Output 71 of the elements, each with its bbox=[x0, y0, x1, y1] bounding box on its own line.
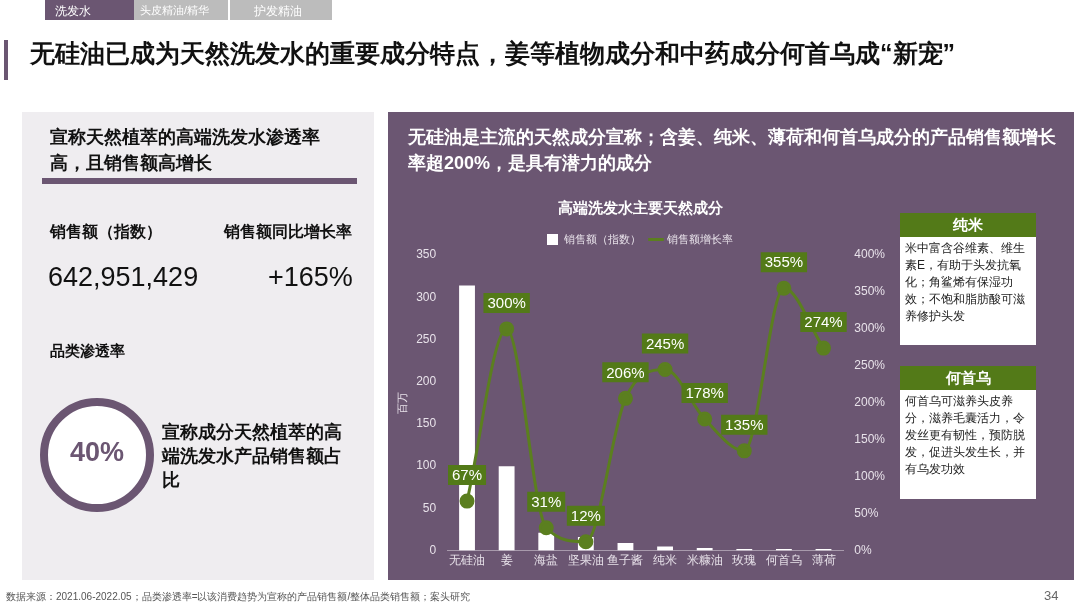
y-tick-label: 100 bbox=[416, 458, 437, 473]
y-tick-label: 150 bbox=[416, 416, 437, 431]
text: 护发精油 bbox=[230, 0, 332, 20]
text: 宣称成分天然植萃的高端洗发水产品销售额占比 bbox=[162, 421, 343, 492]
text: 何首乌 bbox=[900, 366, 1036, 390]
point bbox=[816, 340, 831, 356]
point bbox=[736, 443, 752, 459]
source-note: 数据来源：2021.06-2022.05；品类渗透率=以该消费趋势为宣称的产品销售额/整体品类销售额；案头研究 bbox=[6, 590, 471, 604]
x-tick-label: 薄荷 bbox=[811, 553, 836, 568]
x-tick-label: 姜 bbox=[500, 553, 513, 568]
chart-title: 高端洗发水主要天然成分 bbox=[557, 199, 724, 217]
y2-tick-label: 400% bbox=[854, 247, 886, 262]
point bbox=[499, 321, 515, 337]
point bbox=[538, 520, 554, 536]
data-label: 300% bbox=[487, 294, 526, 312]
y-tick-label: 300 bbox=[416, 289, 437, 304]
text: 34 bbox=[1044, 588, 1059, 603]
text: 米中富含谷维素、维生素E，有助于头发抗氧化；角鲨烯有保湿功效；不饱和脂肪酸可滋养修护头发 bbox=[905, 240, 1026, 325]
x-tick-label: 无硅油 bbox=[449, 553, 486, 568]
bar bbox=[498, 466, 515, 551]
text: 销售额同比增长率 bbox=[224, 222, 352, 242]
y-tick-label: 250 bbox=[416, 331, 437, 346]
text: 宣称天然植萃的高端洗发水渗透率高，且销售额高增长 bbox=[50, 126, 321, 175]
y-tick-label: 0 bbox=[429, 542, 437, 557]
y2-tick-label: 50% bbox=[854, 505, 879, 520]
y2-tick-label: 250% bbox=[854, 358, 886, 373]
text: 何首乌可滋养头皮养分，滋养毛囊活力，令发丝更有韧性，预防脱发，促进头发生长，并有乌发功效 bbox=[905, 393, 1026, 478]
point bbox=[657, 362, 673, 378]
data-label: 355% bbox=[764, 253, 804, 271]
text: 头皮精油/精华 bbox=[134, 0, 228, 20]
x-tick-label: 何首乌 bbox=[765, 553, 802, 568]
y-tick-label: 350 bbox=[416, 247, 437, 262]
legend-label: 销售额（指数） bbox=[562, 232, 641, 245]
y2-tick-label: 300% bbox=[854, 321, 886, 336]
data-label: 206% bbox=[606, 363, 645, 381]
text: +165% bbox=[268, 262, 353, 293]
text: 洗发水 bbox=[45, 0, 139, 20]
text: 642,951,429 bbox=[48, 262, 199, 293]
y2-tick-label: 150% bbox=[854, 432, 886, 447]
data-label: 31% bbox=[531, 492, 562, 510]
legend-label: 销售额增长率 bbox=[666, 232, 733, 245]
point bbox=[617, 390, 633, 406]
data-label: 274% bbox=[804, 313, 843, 331]
point bbox=[776, 280, 792, 296]
x-tick-label: 鱼子酱 bbox=[607, 553, 644, 568]
point bbox=[459, 493, 475, 509]
data-label: 245% bbox=[645, 334, 685, 352]
y-tick-label: 200 bbox=[416, 374, 437, 388]
point bbox=[697, 411, 713, 427]
y-axis-title: 百万 bbox=[395, 391, 408, 414]
text: 销售额（指数） bbox=[50, 222, 162, 242]
x-tick-label: 米糠油 bbox=[686, 553, 723, 568]
y-tick-label: 50 bbox=[422, 500, 437, 515]
x-tick-label: 海盐 bbox=[534, 553, 559, 568]
data-label: 67% bbox=[452, 466, 483, 484]
x-tick-label: 纯米 bbox=[653, 553, 678, 568]
x-tick-label: 玫瑰 bbox=[732, 553, 757, 568]
y2-tick-label: 0% bbox=[854, 542, 872, 557]
y2-tick-label: 200% bbox=[854, 395, 886, 410]
text: 无硅油是主流的天然成分宣称；含姜、纯米、薄荷和何首乌成分的产品销售额增长率超200%，是具有潜力的成分 bbox=[408, 126, 1057, 175]
text: 纯米 bbox=[900, 213, 1036, 237]
data-label: 178% bbox=[685, 384, 724, 402]
bar bbox=[657, 546, 673, 551]
data-label: 12% bbox=[570, 506, 601, 524]
x-tick-label: 坚果油 bbox=[567, 553, 604, 568]
y2-tick-label: 100% bbox=[854, 469, 886, 484]
text: 无硅油已成为天然洗发水的重要成分特点，姜等植物成分和中药成分何首乌成“新宠” bbox=[30, 38, 956, 69]
text: 40% bbox=[68, 437, 125, 468]
y2-tick-label: 350% bbox=[854, 284, 886, 299]
text: 品类渗透率 bbox=[50, 342, 125, 361]
data-label: 135% bbox=[725, 415, 764, 433]
